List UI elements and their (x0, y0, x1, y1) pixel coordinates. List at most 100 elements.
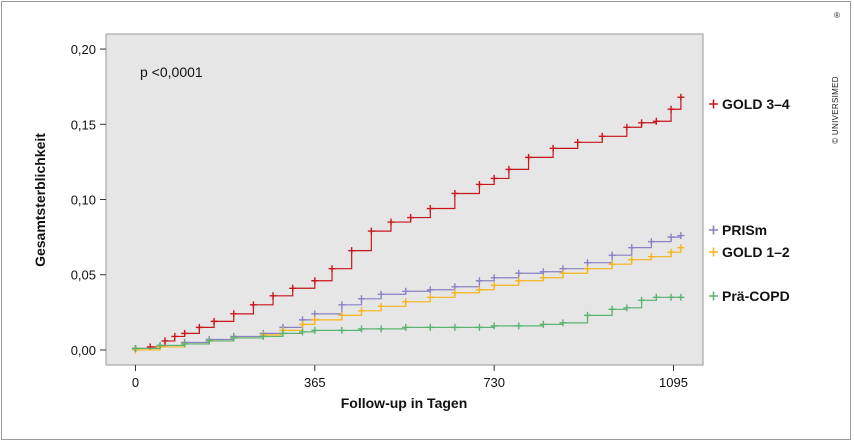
censor-mark-gold-3-4 (426, 205, 434, 213)
legend-marker-prism (709, 225, 718, 235)
x-tick-label-3: 1095 (659, 375, 688, 390)
legend-item-prism: PRISm (709, 222, 767, 238)
censor-mark-gold-3-4 (269, 292, 277, 300)
y-tick-label-2: 0,10 (71, 193, 96, 208)
censor-mark-gold-3-4 (505, 165, 513, 173)
credit-registered: ® (834, 11, 840, 20)
censor-mark-gold-3-4 (638, 119, 646, 127)
censor-mark-gold-1-2 (515, 277, 523, 285)
axes: 0 365 730 1095 0,00 0,05 0,10 0,15 0,20 (71, 42, 688, 390)
censor-mark-prism (539, 268, 547, 276)
plot-area (105, 33, 704, 366)
censor-mark-prä-copd (667, 293, 675, 301)
censor-mark-prä-copd (358, 325, 366, 333)
censor-mark-gold-1-2 (377, 302, 385, 310)
p-value-annotation: p <0,0001 (140, 64, 203, 80)
censor-mark-prä-copd (451, 323, 459, 331)
censor-mark-gold-3-4 (667, 105, 675, 113)
censor-mark-prä-copd (490, 322, 498, 330)
censor-mark-prism (490, 274, 498, 282)
y-axis-title: Gesamtsterblichkeit (32, 133, 48, 267)
censor-mark-gold-3-4 (652, 117, 660, 125)
legend-marker-gold-3-4 (709, 99, 718, 109)
censor-mark-prä-copd (584, 311, 592, 319)
series-markers-gold-3-4 (131, 93, 685, 352)
censor-mark-gold-3-4 (311, 277, 319, 285)
censor-mark-gold-1-2 (677, 244, 685, 252)
censor-mark-gold-3-4 (574, 138, 582, 146)
censor-mark-prä-copd (652, 293, 660, 301)
censor-mark-gold-3-4 (181, 329, 189, 337)
censor-mark-gold-3-4 (407, 214, 415, 222)
censor-mark-prism (584, 259, 592, 267)
censor-mark-gold-3-4 (549, 144, 557, 152)
legend-item-gold-3-4: GOLD 3–4 (709, 96, 790, 112)
censor-mark-gold-3-4 (475, 180, 483, 188)
x-tick-label-2: 730 (483, 375, 505, 390)
censor-mark-gold-3-4 (451, 189, 459, 197)
censor-mark-prä-copd (377, 325, 385, 333)
censor-mark-gold-1-2 (559, 269, 567, 277)
credit-text: © UNIVERSIMED (831, 76, 840, 144)
censor-mark-prä-copd (608, 305, 616, 313)
censor-mark-prä-copd (259, 332, 267, 340)
censor-mark-prä-copd (299, 328, 307, 336)
censor-mark-prä-copd (426, 323, 434, 331)
censor-mark-prä-copd (475, 323, 483, 331)
censor-mark-prism (451, 283, 459, 291)
censor-mark-gold-3-4 (490, 174, 498, 182)
censor-mark-prä-copd (181, 340, 189, 348)
censor-mark-prä-copd (402, 323, 410, 331)
x-tick-label-0: 0 (132, 375, 139, 390)
series-layer (131, 93, 685, 354)
legend-item-prä-copd: Prä-COPD (709, 288, 790, 304)
y-tick-label-3: 0,15 (71, 117, 96, 132)
censor-mark-prism (515, 269, 523, 277)
censor-mark-gold-1-2 (584, 265, 592, 273)
censor-mark-prism (426, 286, 434, 294)
censor-mark-gold-3-4 (195, 323, 203, 331)
censor-mark-gold-3-4 (677, 93, 685, 101)
censor-mark-gold-3-4 (328, 265, 336, 273)
censor-mark-gold-1-2 (608, 260, 616, 268)
y-tick-label-4: 0,20 (71, 42, 96, 57)
censor-mark-prä-copd (677, 293, 685, 301)
legend-marker-gold-1-2 (709, 247, 718, 257)
censor-mark-prä-copd (156, 341, 164, 349)
censor-mark-gold-3-4 (289, 284, 297, 292)
censor-mark-gold-3-4 (210, 317, 218, 325)
x-tick-label-1: 365 (304, 375, 326, 390)
censor-mark-prä-copd (131, 344, 139, 352)
censor-mark-prä-copd (279, 329, 287, 337)
censor-mark-gold-1-2 (338, 311, 346, 319)
censor-mark-gold-3-4 (249, 301, 257, 309)
censor-mark-gold-1-2 (358, 307, 366, 315)
y-tick-label-1: 0,05 (71, 268, 96, 283)
censor-mark-gold-1-2 (539, 274, 547, 282)
censor-mark-gold-3-4 (161, 337, 169, 345)
censor-mark-gold-1-2 (667, 248, 675, 256)
censor-mark-prism (475, 277, 483, 285)
censor-mark-prism (402, 287, 410, 295)
censor-mark-gold-3-4 (230, 310, 238, 318)
censor-mark-gold-3-4 (348, 247, 356, 255)
censor-mark-gold-1-2 (402, 298, 410, 306)
legend-item-gold-1-2: GOLD 1–2 (709, 244, 790, 260)
censor-mark-prä-copd (311, 326, 319, 334)
censor-mark-prism (628, 244, 636, 252)
legend-label-prä-copd: Prä-COPD (722, 288, 790, 304)
series-prism (131, 232, 685, 352)
censor-mark-gold-1-2 (451, 289, 459, 297)
censor-mark-gold-1-2 (311, 316, 319, 324)
censor-mark-prä-copd (515, 322, 523, 330)
legend-marker-prä-copd (709, 291, 718, 301)
censor-mark-prism (358, 295, 366, 303)
censor-mark-prism (608, 251, 616, 259)
censor-mark-gold-1-2 (299, 320, 307, 328)
censor-mark-prä-copd (559, 319, 567, 327)
series-gold-3-4 (131, 93, 685, 352)
censor-mark-prä-copd (338, 326, 346, 334)
censor-mark-gold-3-4 (146, 343, 154, 351)
series-prä-copd (131, 293, 685, 352)
